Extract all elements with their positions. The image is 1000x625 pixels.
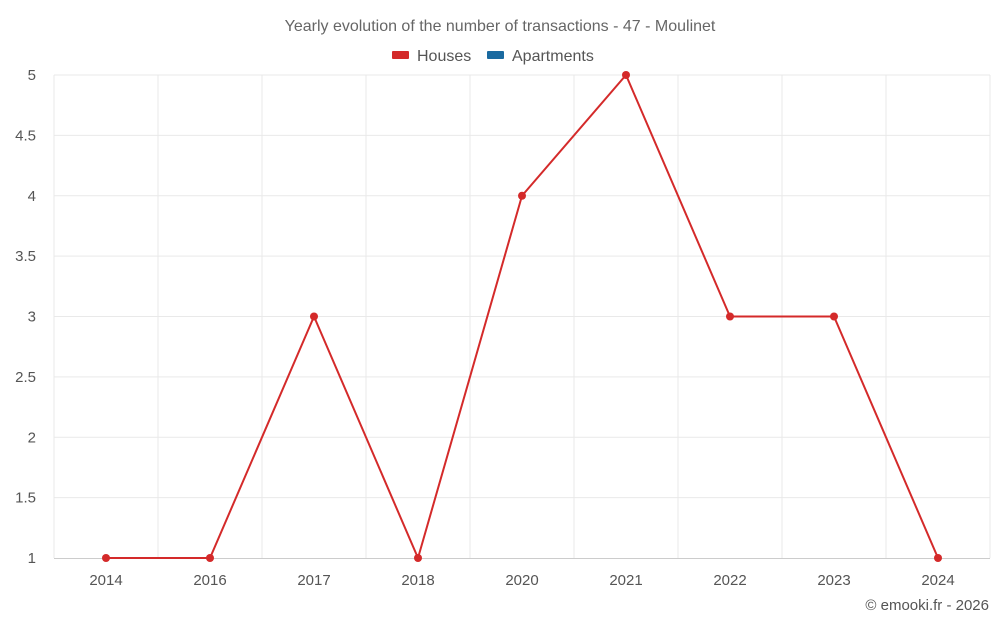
x-tick-label: 2021 [609, 572, 642, 589]
x-axis: 2014 2016 2017 2018 2020 2021 2022 2023 2024 [54, 558, 990, 589]
y-tick-label: 2 [28, 429, 36, 446]
legend-swatch [392, 51, 409, 59]
legend-item-apartments[interactable]: Apartments [487, 48, 594, 65]
x-tick-label: 2022 [713, 572, 746, 589]
data-point-2023[interactable] [830, 312, 838, 321]
data-point-2020[interactable] [518, 191, 526, 200]
data-point-2021[interactable] [622, 71, 630, 79]
y-tick-label: 3 [28, 309, 36, 326]
data-point-2014[interactable] [102, 554, 110, 562]
x-tick-label: 2017 [297, 572, 330, 589]
x-tick-label: 2023 [817, 572, 850, 589]
y-tick-label: 2.5 [15, 369, 36, 386]
legend-label: Houses [417, 48, 471, 65]
legend-label: Apartments [512, 48, 594, 65]
y-axis: 1 1.5 2 2.5 3 3.5 4 4.5 5 [15, 67, 36, 567]
x-tick-label: 2024 [921, 572, 954, 589]
data-point-2017[interactable] [310, 312, 318, 321]
x-tick-label: 2020 [505, 572, 538, 589]
y-tick-label: 3.5 [15, 248, 36, 265]
chart-title: Yearly evolution of the number of transa… [285, 18, 716, 35]
x-tick-label: 2018 [401, 572, 434, 589]
credit-text: © emooki.fr - 2026 [865, 597, 989, 614]
data-point-2024[interactable] [934, 554, 942, 562]
grid [53, 74, 991, 558]
y-tick-label: 5 [28, 67, 36, 84]
data-point-2016[interactable] [206, 554, 214, 562]
x-tick-label: 2016 [193, 572, 226, 589]
legend-item-houses[interactable]: Houses [392, 48, 471, 65]
series-houses [102, 71, 942, 562]
y-tick-label: 4.5 [15, 127, 36, 144]
data-point-2018[interactable] [414, 554, 422, 562]
legend: Houses Apartments [392, 48, 594, 65]
y-tick-label: 4 [28, 188, 36, 205]
y-tick-label: 1.5 [15, 490, 36, 507]
y-tick-label: 1 [28, 550, 36, 567]
series-layer [102, 71, 942, 562]
data-point-2022[interactable] [726, 312, 734, 321]
x-tick-label: 2014 [89, 572, 122, 589]
legend-swatch [487, 51, 504, 59]
